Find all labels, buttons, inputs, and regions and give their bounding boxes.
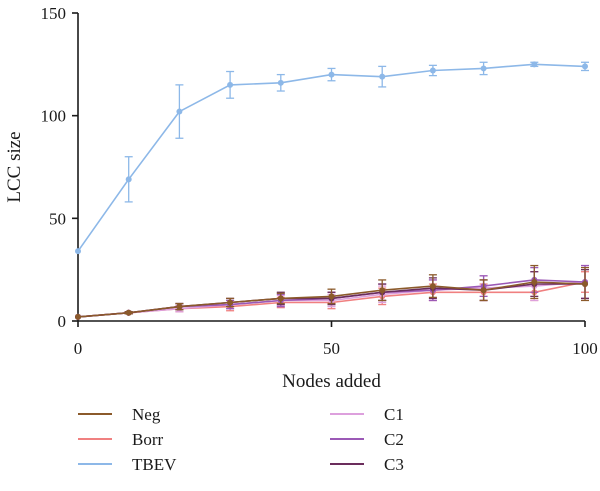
legend-item-neg: Neg [78,405,161,424]
data-point [582,63,588,70]
data-point [227,299,234,306]
data-point [227,81,234,88]
legend-item-c1: C1 [330,405,404,424]
x-tick-label: 50 [323,339,340,358]
data-point [277,295,284,302]
data-point [429,67,436,74]
data-point [75,248,81,255]
y-axis-title: LCC size [4,131,25,202]
data-point [328,71,335,78]
data-point [531,278,538,285]
data-point [480,287,487,294]
data-point [379,287,386,294]
legend-label: Neg [132,405,161,424]
axes: 0 50 100 150 0 50 100 [41,4,598,358]
data-point [277,79,284,86]
series-neg [75,264,589,320]
data-point [125,309,132,316]
series-tbev [75,61,589,255]
legend-item-tbev: TBEV [78,455,177,474]
x-axis-title: Nodes added [282,371,381,392]
data-point [75,313,81,320]
data-point [125,176,132,183]
legend-item-c3: C3 [330,455,404,474]
x-tick-label: 100 [572,339,598,358]
legend-label: C3 [384,455,404,474]
data-point [429,283,436,290]
data-point [531,61,538,68]
data-point [328,293,335,300]
data-point [379,73,386,80]
legend-item-c2: C2 [330,430,404,449]
series-line [77,63,586,252]
y-tick-label: 100 [41,107,67,126]
x-tick-label: 0 [74,339,83,358]
legend-label: C2 [384,430,404,449]
legend-label: Borr [132,430,164,449]
data-point [582,281,588,288]
y-tick-label: 150 [41,4,67,23]
data-point [480,65,487,72]
y-tick-label: 0 [58,312,67,331]
legend-label: TBEV [132,455,177,474]
legend-item-borr: Borr [78,430,164,449]
data-point [176,303,183,310]
legend-label: C1 [384,405,404,424]
series-layer [75,61,589,320]
y-tick-label: 50 [49,209,66,228]
legend: Neg Borr TBEV C1 C2 C3 [78,405,404,474]
data-point [176,108,183,115]
axis-labels: Nodes added LCC size [4,131,381,392]
